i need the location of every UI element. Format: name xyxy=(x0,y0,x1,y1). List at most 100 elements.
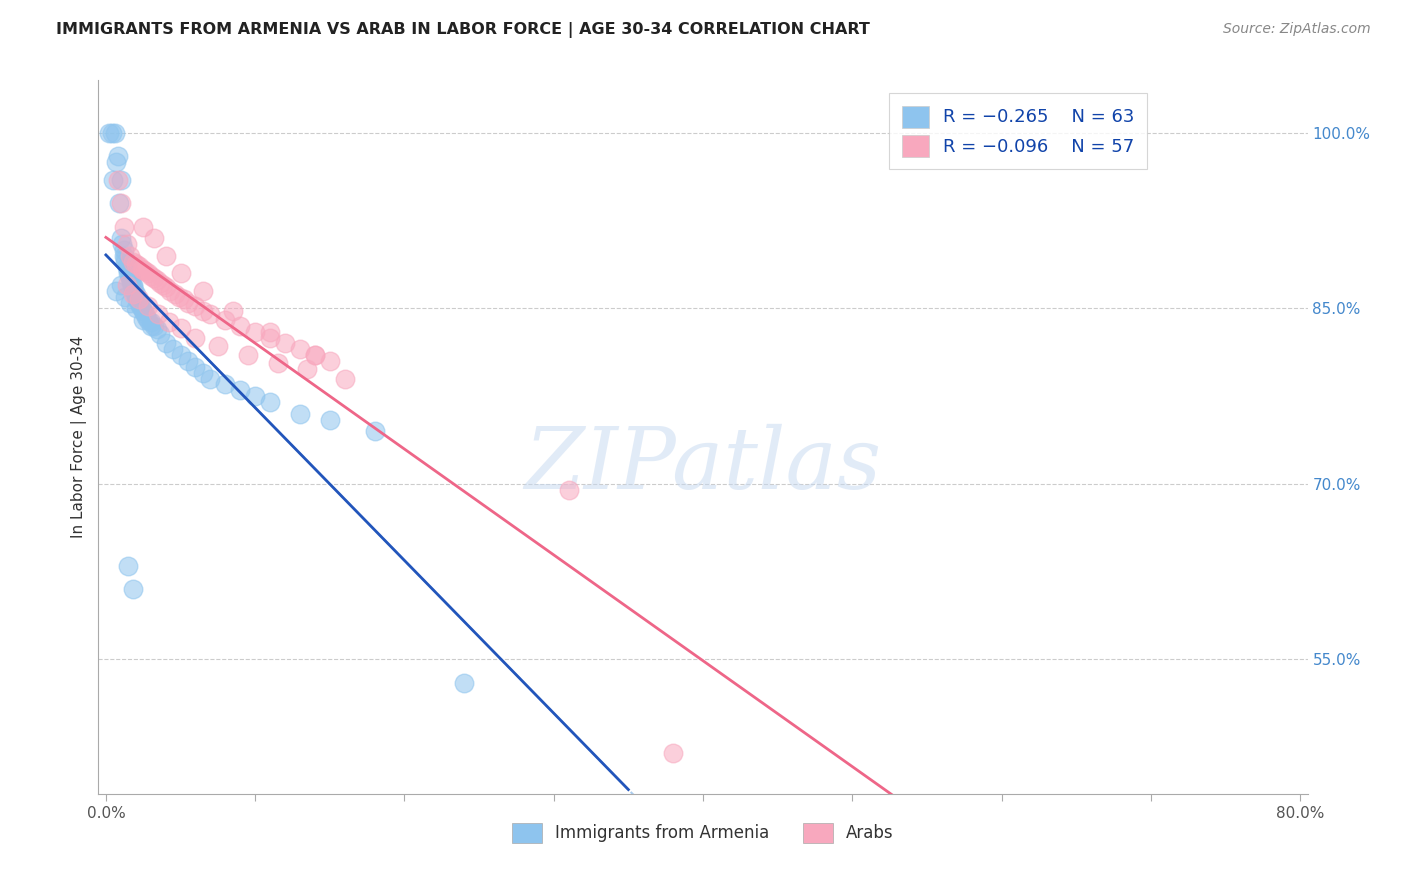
Point xyxy=(162,343,184,357)
Point xyxy=(121,582,143,596)
Point xyxy=(112,219,135,234)
Point xyxy=(169,321,191,335)
Point xyxy=(159,284,181,298)
Point xyxy=(105,284,128,298)
Text: IMMIGRANTS FROM ARMENIA VS ARAB IN LABOR FORCE | AGE 30-34 CORRELATION CHART: IMMIGRANTS FROM ARMENIA VS ARAB IN LABOR… xyxy=(56,22,870,38)
Point xyxy=(243,389,266,403)
Point xyxy=(139,318,162,333)
Point xyxy=(236,348,259,362)
Point xyxy=(146,307,169,321)
Point xyxy=(122,284,145,298)
Point xyxy=(207,339,229,353)
Point xyxy=(167,290,190,304)
Point xyxy=(184,331,207,345)
Point xyxy=(134,307,156,321)
Point xyxy=(142,318,165,333)
Point xyxy=(142,231,165,245)
Point xyxy=(149,327,172,342)
Point xyxy=(110,278,132,293)
Point xyxy=(163,287,186,301)
Point xyxy=(135,310,157,324)
Point xyxy=(117,262,139,277)
Point xyxy=(136,299,159,313)
Point xyxy=(169,266,191,280)
Point xyxy=(107,172,129,186)
Point xyxy=(149,276,172,290)
Text: Source: ZipAtlas.com: Source: ZipAtlas.com xyxy=(1223,22,1371,37)
Point xyxy=(191,366,214,380)
Point xyxy=(115,278,138,293)
Point xyxy=(114,251,136,265)
Point xyxy=(132,313,155,327)
Point xyxy=(101,126,124,140)
Point xyxy=(112,249,135,263)
Point xyxy=(200,307,222,321)
Point xyxy=(118,295,141,310)
Point xyxy=(115,258,138,272)
Point xyxy=(177,295,200,310)
Point xyxy=(136,313,159,327)
Point xyxy=(169,348,191,362)
Point xyxy=(131,301,153,316)
Point xyxy=(191,303,214,318)
Point xyxy=(259,331,281,345)
Point xyxy=(118,268,141,283)
Point xyxy=(184,299,207,313)
Point xyxy=(214,377,236,392)
Point xyxy=(117,558,139,573)
Point xyxy=(120,273,142,287)
Point xyxy=(155,280,177,294)
Point xyxy=(112,243,135,257)
Point xyxy=(118,249,141,263)
Point xyxy=(128,295,150,310)
Point xyxy=(145,273,167,287)
Point xyxy=(104,126,127,140)
Point xyxy=(134,264,156,278)
Point xyxy=(214,313,236,327)
Point xyxy=(333,371,356,385)
Point xyxy=(453,675,475,690)
Point xyxy=(229,384,252,398)
Point xyxy=(132,219,155,234)
Point xyxy=(177,354,200,368)
Point xyxy=(557,483,579,497)
Y-axis label: In Labor Force | Age 30-34: In Labor Force | Age 30-34 xyxy=(72,335,87,539)
Point xyxy=(97,126,120,140)
Point xyxy=(319,412,342,426)
Point xyxy=(114,254,136,268)
Point xyxy=(105,155,128,169)
Point xyxy=(259,325,281,339)
Point xyxy=(128,260,150,274)
Point xyxy=(129,299,152,313)
Point xyxy=(125,301,148,316)
Point xyxy=(136,266,159,280)
Point xyxy=(139,315,162,329)
Point xyxy=(662,746,685,760)
Point xyxy=(110,196,132,211)
Point xyxy=(152,278,174,293)
Point xyxy=(121,254,143,268)
Point xyxy=(288,343,311,357)
Point xyxy=(304,348,326,362)
Point xyxy=(142,271,165,285)
Point xyxy=(229,318,252,333)
Point xyxy=(155,336,177,351)
Point xyxy=(121,280,143,294)
Point xyxy=(121,287,143,301)
Point xyxy=(145,322,167,336)
Point xyxy=(243,325,266,339)
Point xyxy=(222,303,245,318)
Point xyxy=(107,149,129,163)
Point xyxy=(304,348,326,362)
Point xyxy=(139,268,162,283)
Point xyxy=(115,260,138,275)
Point xyxy=(200,371,222,385)
Point xyxy=(127,292,149,306)
Point xyxy=(132,262,155,277)
Point xyxy=(155,249,177,263)
Point xyxy=(191,284,214,298)
Point xyxy=(128,292,150,306)
Point xyxy=(157,315,180,329)
Point xyxy=(363,424,385,438)
Point xyxy=(184,359,207,374)
